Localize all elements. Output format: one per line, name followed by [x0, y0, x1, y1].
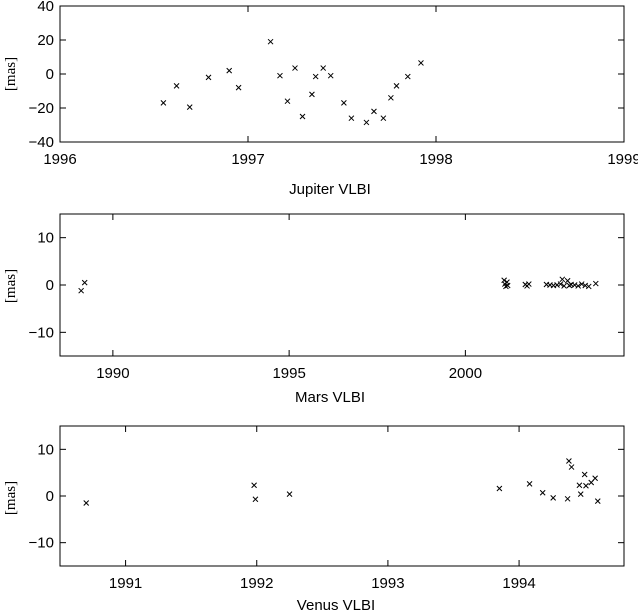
- venus-x-tick-label: 1994: [502, 575, 535, 592]
- jupiter-y-axis-label: [mas]: [3, 57, 19, 91]
- mars-data-point: [592, 280, 599, 287]
- mars-plot-frame: [59, 213, 625, 357]
- mars-y-axis-label: [mas]: [3, 269, 19, 303]
- venus-data-point: [550, 495, 557, 501]
- jupiter-data-point: [404, 73, 411, 80]
- jupiter-data-point: [393, 83, 400, 89]
- jupiter-data-point: [418, 60, 424, 66]
- jupiter-data-point: [371, 108, 377, 115]
- jupiter-y-tick-label: 40: [37, 0, 54, 15]
- jupiter-data-point: [309, 91, 315, 98]
- venus-data-point: [539, 489, 546, 496]
- venus-data-point: [576, 482, 583, 489]
- mars-x-tick-label: 2000: [449, 365, 482, 382]
- mars-data-point: [571, 282, 578, 288]
- venus-data-point: [577, 491, 584, 497]
- venus-data-point: [252, 496, 259, 503]
- jupiter-data-point: [388, 94, 394, 101]
- mars-x-tick-label: 1990: [96, 365, 129, 382]
- jupiter-data-point: [226, 67, 233, 74]
- mars-data-point: [504, 282, 511, 289]
- mars-data-point: [578, 281, 585, 287]
- venus-data-point: [496, 485, 503, 492]
- venus-data-point: [566, 458, 572, 464]
- venus-data-point: [594, 498, 601, 504]
- mars-y-tick-label: 0: [46, 277, 54, 294]
- venus-data-point: [581, 471, 588, 478]
- jupiter-y-tick-label: 20: [37, 32, 54, 49]
- mars-data-point: [559, 276, 566, 283]
- mars-data-point: [557, 281, 564, 287]
- venus-y-tick-label: 0: [46, 488, 54, 505]
- jupiter-data-point: [292, 65, 298, 71]
- venus-data-point: [526, 481, 533, 487]
- venus-y-tick-label: −10: [29, 535, 54, 552]
- jupiter-data-point: [284, 98, 291, 105]
- venus-data-point: [251, 482, 257, 489]
- venus-x-tick-label: 1991: [109, 575, 142, 592]
- jupiter-data-point: [173, 83, 180, 89]
- venus-x-tick-label: 1993: [371, 575, 404, 592]
- jupiter-data-point: [160, 100, 167, 106]
- mars-data-point: [81, 279, 88, 286]
- jupiter-data-point: [312, 73, 319, 80]
- jupiter-data-point: [363, 119, 370, 126]
- venus-data-point: [583, 482, 589, 489]
- mars-data-point: [78, 287, 85, 294]
- jupiter-y-tick-label: 0: [46, 66, 54, 83]
- jupiter-data-point: [380, 115, 387, 122]
- jupiter-x-tick-label: 1999: [607, 151, 638, 168]
- mars-y-tick-label: 10: [37, 230, 54, 247]
- venus-y-axis-label: [mas]: [3, 481, 19, 515]
- venus-plot-frame: [59, 425, 625, 567]
- jupiter-x-tick-label: 1996: [43, 151, 76, 168]
- jupiter-data-point: [277, 72, 283, 79]
- jupiter-data-point: [186, 104, 193, 111]
- jupiter-plot-frame: [59, 5, 625, 143]
- venus-data-point: [568, 464, 575, 470]
- mars-data-point: [585, 283, 592, 290]
- mars-data-point: [566, 282, 573, 289]
- mars-data-point: [575, 283, 582, 289]
- jupiter-data-point: [205, 74, 212, 81]
- mars-data-point: [554, 282, 560, 288]
- jupiter-data-point: [320, 65, 327, 71]
- venus-x-axis-label: Venus VLBI: [297, 597, 375, 614]
- mars-data-point: [525, 281, 532, 287]
- jupiter-panel: Jupiter VLBI [mas] 1996 1997 1998 1999 −40 −2…: [3, 0, 638, 198]
- jupiter-y-tick-label: −20: [29, 100, 54, 117]
- jupiter-data-point: [299, 113, 306, 120]
- mars-data-point: [582, 282, 589, 289]
- jupiter-data-point: [348, 115, 355, 122]
- jupiter-data-point: [235, 84, 242, 91]
- venus-panel: Venus VLBI [mas] 1991 1992 1993 1994 −10 0 10: [3, 425, 625, 614]
- mars-panel: Mars VLBI [mas] 1990 1995 2000 −10 0 10: [3, 213, 625, 406]
- jupiter-y-tick-label: −40: [29, 134, 54, 151]
- venus-x-tick-label: 1992: [240, 575, 273, 592]
- venus-data-point: [83, 500, 90, 506]
- venus-data-point: [286, 491, 293, 497]
- mars-y-tick-label: −10: [29, 324, 54, 341]
- jupiter-x-axis-label: Jupiter VLBI: [289, 181, 371, 198]
- jupiter-data-point: [267, 38, 274, 45]
- jupiter-data-point: [327, 72, 334, 79]
- jupiter-data-point: [341, 100, 347, 106]
- venus-data-point: [564, 495, 571, 502]
- venus-y-tick-label: 10: [37, 441, 54, 458]
- jupiter-x-tick-label: 1998: [419, 151, 452, 168]
- venus-data-point: [592, 475, 598, 482]
- mars-x-axis-label: Mars VLBI: [295, 389, 365, 406]
- mars-x-tick-label: 1995: [272, 365, 305, 382]
- mars-data-point: [561, 283, 567, 289]
- jupiter-x-tick-label: 1997: [231, 151, 264, 168]
